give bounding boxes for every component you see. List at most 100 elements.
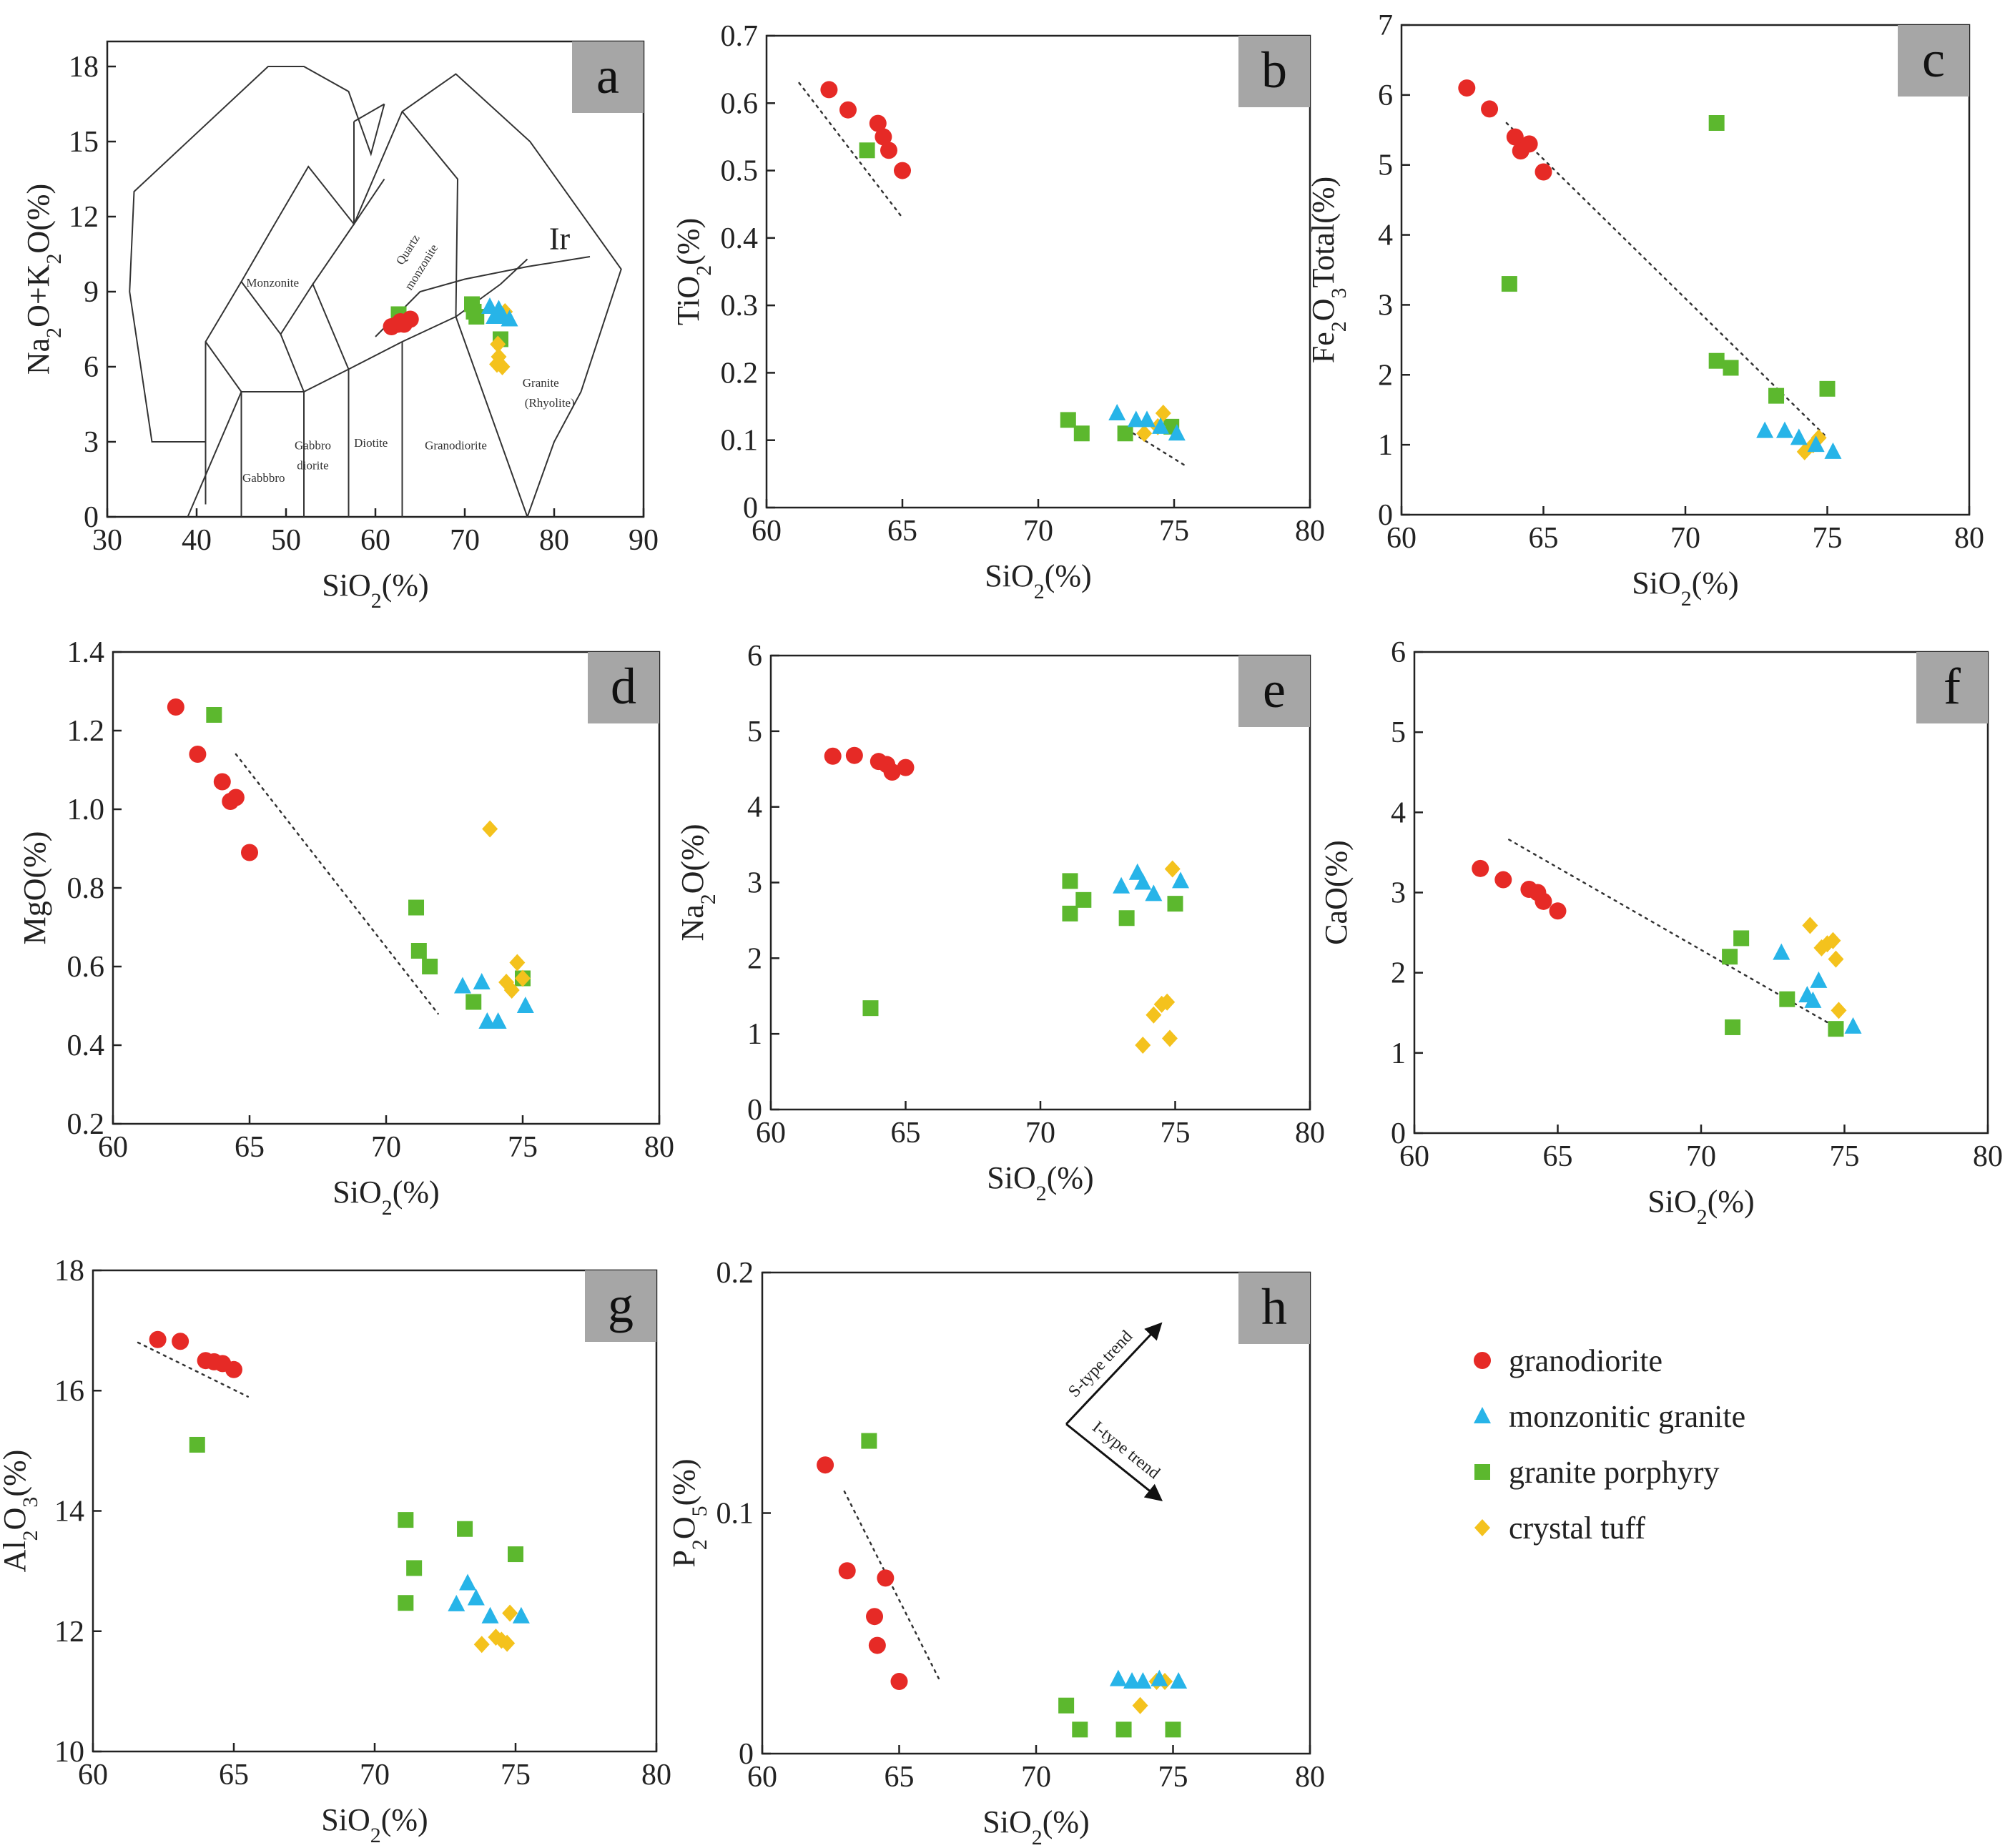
- data-point: [824, 747, 842, 765]
- tas-boundary: [240, 258, 528, 517]
- trend-line: [843, 1490, 942, 1683]
- series-granodiorite: [1458, 79, 1552, 181]
- x-tick-label: 80: [1973, 1140, 2003, 1173]
- panel-label-box: [1238, 656, 1310, 727]
- label-part: Na: [21, 338, 56, 375]
- data-point: [465, 994, 482, 1010]
- subscript: 2: [371, 589, 382, 613]
- plot-frame: [1400, 24, 1971, 516]
- data-point: [490, 335, 506, 353]
- x-tick-label: 70: [1025, 1117, 1055, 1150]
- x-tick-label: 60: [756, 1117, 786, 1150]
- data-point: [1062, 873, 1078, 889]
- x-tick-label: 65: [219, 1759, 249, 1792]
- data-point: [1062, 905, 1078, 921]
- y-axis-label: CaO(%): [1319, 840, 1354, 945]
- data-point: [1534, 892, 1552, 910]
- y-tick-label: 0: [739, 1738, 754, 1771]
- y-tick-label: 7: [1378, 9, 1393, 42]
- y-tick-label: 0.8: [67, 872, 105, 905]
- y-tick-label: 0: [747, 1094, 762, 1127]
- y-tick-label: 1.4: [67, 636, 105, 669]
- x-tick-label: 60: [360, 524, 390, 557]
- label-part: (%): [382, 568, 429, 603]
- data-point: [1170, 1672, 1188, 1689]
- subscript: 2: [688, 1539, 711, 1550]
- y-tick-label: 2: [1391, 957, 1406, 990]
- y-tick-label: 0: [84, 501, 99, 534]
- y-tick-label: 15: [69, 126, 99, 159]
- x-tick-label: 65: [1543, 1140, 1573, 1173]
- panel-b: 60 65 70 75 8000.10.20.30.40.50.60.7SiO2(%)T…: [671, 20, 1325, 603]
- subscript: 2: [42, 327, 66, 338]
- y-tick-label: 0.1: [721, 425, 759, 458]
- panel-label-box: [588, 652, 659, 723]
- label-part: (%): [1047, 1160, 1094, 1195]
- y-tick-label: 4: [747, 791, 762, 824]
- label-part: Fe: [1306, 332, 1341, 363]
- label-part: O: [666, 1516, 701, 1539]
- series-granite-porphyry: [189, 1436, 523, 1611]
- tas-boundary: [280, 282, 350, 392]
- data-point: [877, 1569, 895, 1587]
- label-part: (%): [1708, 1184, 1755, 1219]
- tas-field-label: Monzonite: [246, 276, 299, 290]
- y-tick-label: 1.0: [67, 794, 105, 826]
- data-point: [1134, 1672, 1152, 1689]
- legend: granodiorite monzonitic granite granite po…: [1474, 1343, 1745, 1546]
- data-point: [883, 763, 901, 781]
- tas-field-label: Granodiorite: [425, 439, 487, 453]
- x-tick-label: 75: [1813, 522, 1843, 555]
- series-monzonitic-granite: [1109, 1669, 1188, 1689]
- data-point: [1145, 884, 1163, 901]
- x-axis-label: SiO2(%): [987, 1160, 1093, 1205]
- y-tick-label: 0: [1391, 1117, 1406, 1150]
- x-axis-label: SiO2(%): [332, 1175, 439, 1220]
- label-part: SiO: [322, 568, 370, 603]
- y-tick-label: 3: [1391, 877, 1406, 910]
- data-point: [448, 1594, 465, 1611]
- subscript: 3: [1327, 288, 1351, 299]
- label-part: (%): [393, 1175, 440, 1210]
- data-point: [172, 1333, 189, 1350]
- data-point: [453, 977, 471, 994]
- data-point: [1146, 1006, 1162, 1024]
- y-tick-label: 1: [747, 1018, 762, 1051]
- y-tick-label: 3: [1378, 289, 1393, 322]
- series-monzonitic-granite: [1756, 421, 1842, 459]
- data-point: [1775, 421, 1793, 438]
- y-axis-label: Fe2O3Total(%): [1306, 177, 1351, 363]
- label-part: (%): [671, 218, 706, 265]
- x-tick-label: 90: [629, 524, 659, 557]
- data-point: [1790, 428, 1808, 445]
- legend-label: granodiorite: [1509, 1343, 1662, 1378]
- data-point: [482, 820, 498, 838]
- legend-marker-granodiorite: [1474, 1352, 1491, 1369]
- label-part: (%): [666, 1458, 701, 1506]
- x-tick-label: 80: [1295, 1761, 1325, 1794]
- data-point: [516, 997, 534, 1013]
- data-point: [473, 973, 491, 989]
- data-point: [862, 1000, 879, 1017]
- trend-line: [137, 1341, 249, 1398]
- data-point: [817, 1456, 834, 1474]
- x-tick-label: 75: [1161, 1117, 1191, 1150]
- panel-label-box: [1916, 652, 1988, 723]
- data-point: [1708, 115, 1725, 131]
- data-point: [1506, 128, 1524, 146]
- series-crystal-tuff: [1802, 916, 1847, 1019]
- trend-line: [1505, 122, 1828, 439]
- data-point: [468, 309, 485, 325]
- panel-label: c: [1922, 31, 1945, 88]
- tas-boundary: [455, 316, 528, 518]
- trend-line: [235, 753, 439, 1015]
- data-point: [1494, 871, 1512, 889]
- series-granodiorite: [167, 698, 258, 861]
- y-tick-label: 2: [747, 942, 762, 975]
- series-granodiorite: [1472, 859, 1567, 920]
